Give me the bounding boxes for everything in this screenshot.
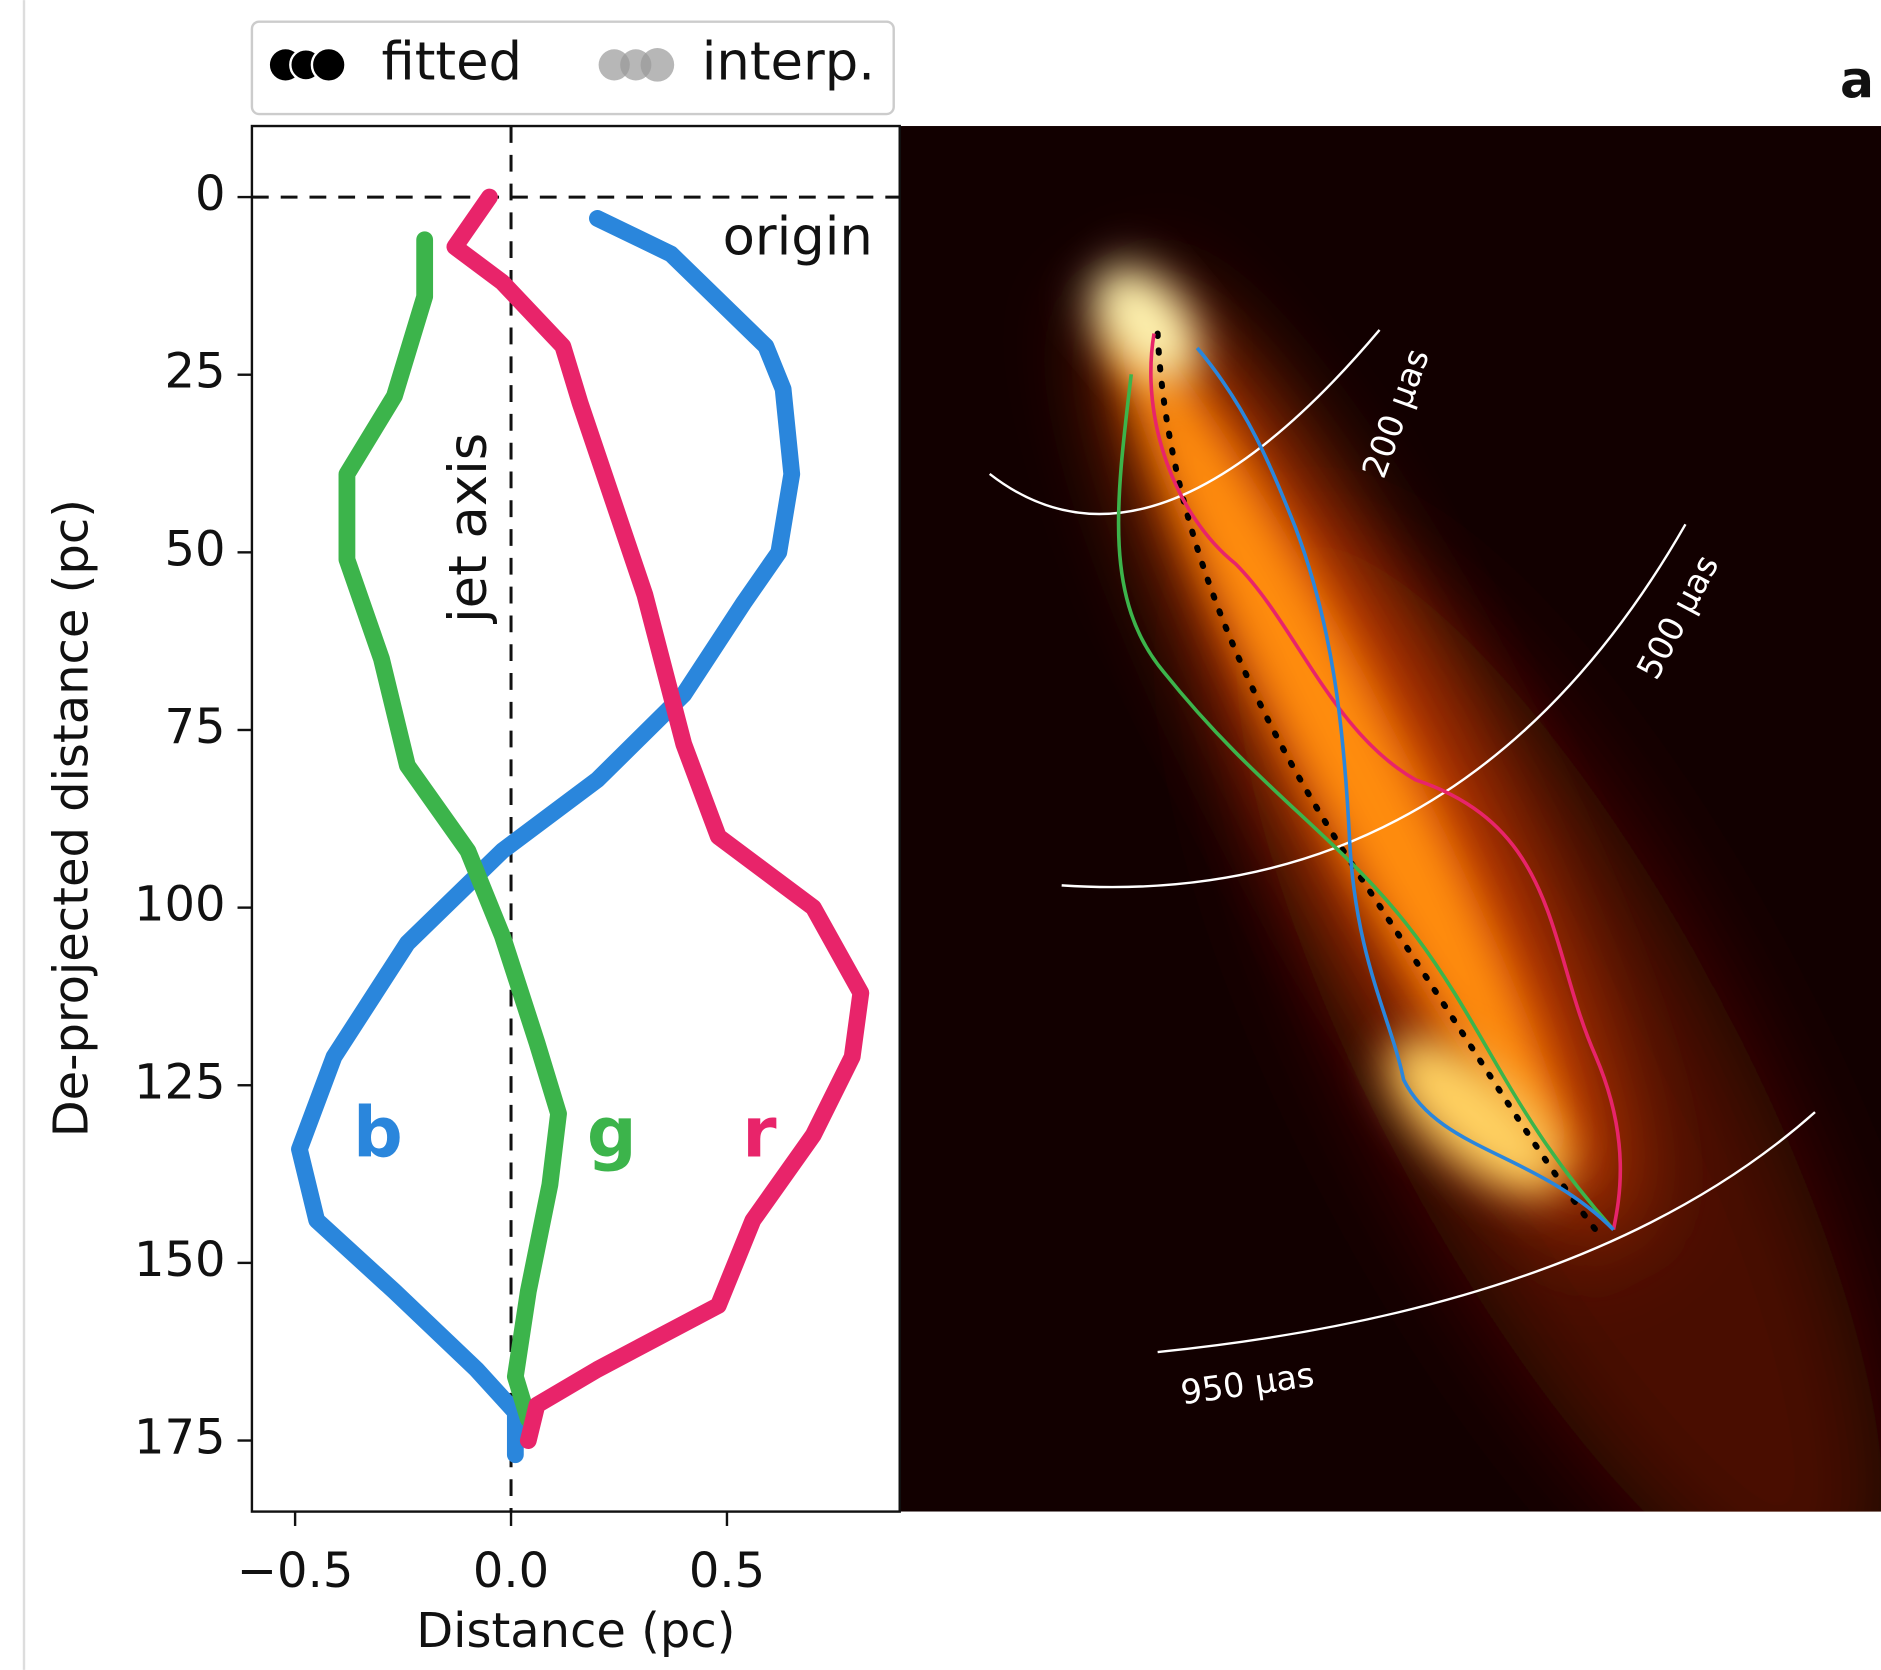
y-axis-label: De-projected distance (pc) [43,499,99,1137]
plot-area [252,126,900,1512]
legend: fitted interp. [252,22,894,114]
series-label: r [742,1092,777,1173]
y-tick-label: 0 [195,166,226,222]
panel-label: a [1840,51,1874,110]
figure: 200 μas 500 μas 950 μas fitted interp. a… [0,0,1881,1670]
x-tick-label: 0.0 [473,1543,549,1599]
y-tick-label: 150 [134,1232,226,1288]
series-label: b [353,1092,403,1173]
legend-label: interp. [702,31,875,92]
y-tick-label: 75 [164,699,225,755]
origin-label: origin [723,207,873,268]
y-tick-label: 125 [134,1054,226,1110]
image-panel: 200 μas 500 μas 950 μas [900,126,1881,1670]
series-label: g [587,1092,637,1173]
y-tick-label: 100 [134,877,226,933]
y-tick-label: 175 [134,1410,226,1466]
jet-axis-label: jet axis [438,433,499,624]
x-tick-label: −0.5 [237,1543,353,1599]
y-tick-label: 50 [164,521,225,577]
y-tick-label: 25 [164,344,225,400]
plot-background [252,126,900,1512]
x-tick-label: 0.5 [689,1543,765,1599]
legend-label: fitted [381,31,522,92]
x-axis-label: Distance (pc) [416,1603,735,1659]
